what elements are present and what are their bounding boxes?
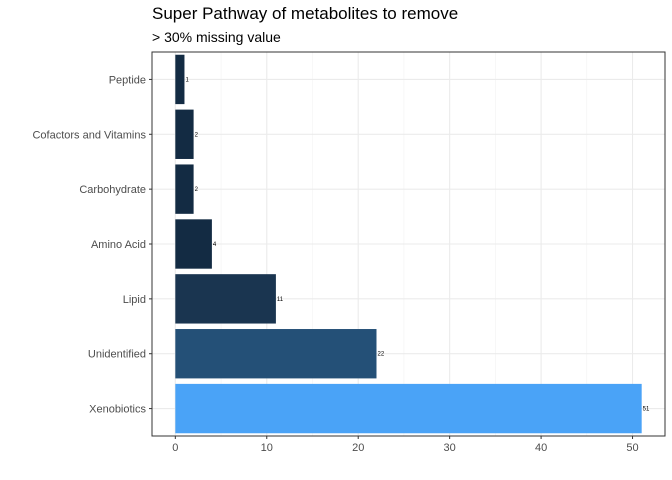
bar-xenobiotics bbox=[175, 383, 642, 434]
y-tick-label: Peptide bbox=[109, 74, 146, 86]
x-tick-label: 50 bbox=[626, 442, 638, 454]
y-tick-label: Cofactors and Vitamins bbox=[32, 129, 146, 141]
bar-unidentified bbox=[175, 329, 377, 379]
y-tick-label: Carbohydrate bbox=[79, 184, 146, 196]
y-tick-label: Lipid bbox=[123, 294, 146, 306]
bar-peptide bbox=[175, 54, 185, 105]
y-axis: Peptide Cofactors and Vitamins Carbohydrat… bbox=[32, 74, 152, 416]
x-tick-label: 20 bbox=[352, 442, 364, 454]
bar-lipid bbox=[175, 274, 276, 324]
bar-value-label: 2 bbox=[195, 132, 199, 138]
bar-value-label: 4 bbox=[213, 242, 217, 248]
bar-value-label: 2 bbox=[195, 187, 199, 193]
x-axis: 0 10 20 30 40 50 bbox=[172, 436, 639, 454]
bar-value-label: 51 bbox=[643, 407, 650, 413]
bar-value-label: 22 bbox=[377, 352, 384, 358]
bar-value-label: 11 bbox=[277, 297, 284, 303]
bar-value-label: 1 bbox=[185, 77, 189, 83]
x-tick-label: 10 bbox=[261, 442, 273, 454]
y-tick-label: Unidentified bbox=[88, 349, 146, 361]
x-tick-label: 0 bbox=[172, 442, 178, 454]
y-tick-label: Amino Acid bbox=[91, 239, 146, 251]
bars bbox=[175, 54, 642, 434]
chart-subtitle: > 30% missing value bbox=[152, 29, 281, 45]
x-tick-label: 30 bbox=[444, 442, 456, 454]
x-tick-label: 40 bbox=[535, 442, 547, 454]
bar-carbohydrate bbox=[175, 164, 194, 214]
bar-amino-acid bbox=[175, 219, 212, 269]
chart-title: Super Pathway of metabolites to remove bbox=[152, 4, 459, 23]
bar-cofactors-and-vitamins bbox=[175, 109, 194, 159]
y-tick-label: Xenobiotics bbox=[89, 404, 146, 416]
